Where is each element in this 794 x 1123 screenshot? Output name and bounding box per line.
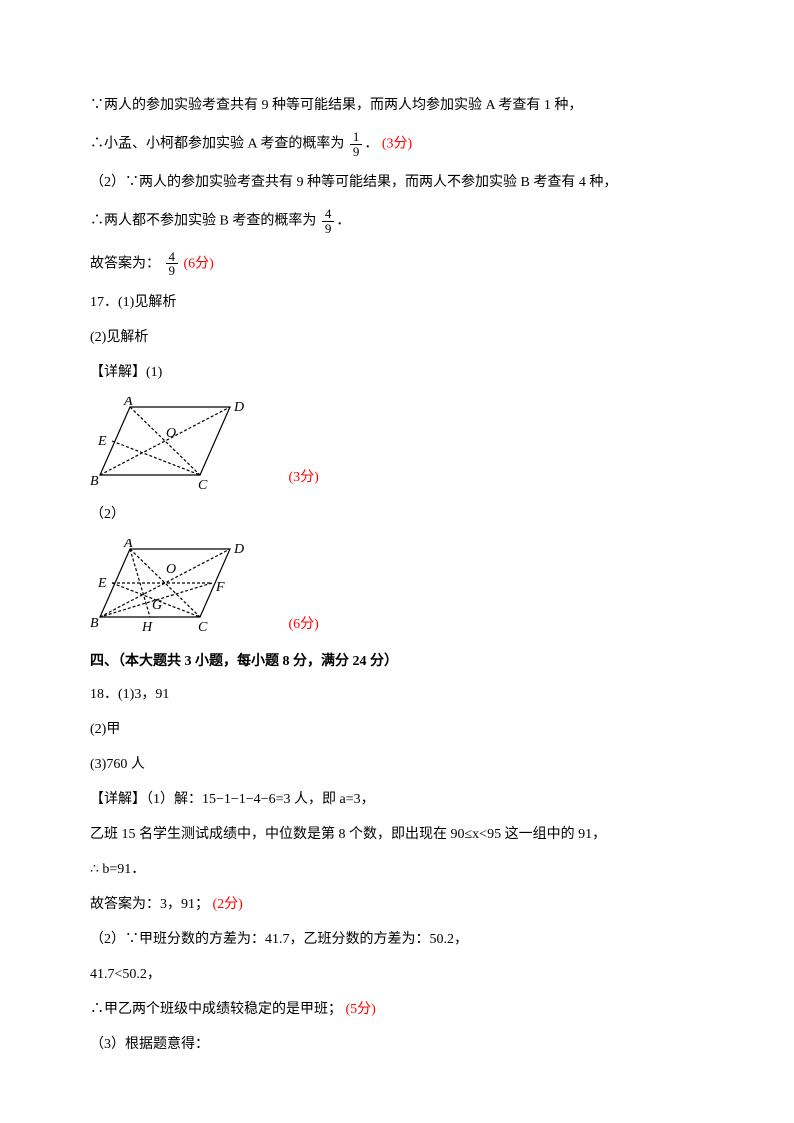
text-line: (3)760 人: [90, 754, 704, 775]
svg-text:A: A: [123, 539, 133, 551]
text: ．: [336, 214, 350, 229]
geometry-diagram-2: A D E O F G B H C (6分): [90, 539, 704, 639]
text-line: 【详解】（1）解：15−1−1−4−6=3 人，即 a=3，: [90, 789, 704, 810]
section-heading: 四、（本大题共 3 小题，每小题 8 分，满分 24 分）: [90, 651, 704, 672]
diagram-svg: A D E O B C: [90, 397, 255, 492]
diagram-svg: A D E O F G B H C: [90, 539, 255, 639]
svg-text:E: E: [97, 434, 107, 449]
score-mark: (3分): [289, 470, 319, 485]
svg-text:E: E: [97, 576, 107, 591]
text-line: 故答案为：3，91； (2分): [90, 894, 704, 915]
score-mark: (3分): [382, 136, 412, 151]
text-line: ∴两人都不参加实验 B 考查的概率为 4 9 ．: [90, 207, 704, 235]
svg-text:A: A: [123, 397, 133, 409]
text-line: 故答案为： 4 9 (6分): [90, 250, 704, 278]
numerator: 4: [322, 207, 335, 222]
numerator: 4: [166, 250, 179, 265]
text-line: （2）: [90, 504, 704, 525]
text: 故答案为：3，91；: [90, 897, 209, 912]
text: ∴小孟、小柯都参加实验 A 考查的概率为: [90, 136, 344, 151]
svg-text:O: O: [166, 426, 176, 441]
text: ∴甲乙两个班级中成绩较稳定的是甲班；: [90, 1002, 342, 1017]
svg-text:C: C: [198, 620, 208, 635]
svg-text:D: D: [233, 400, 244, 415]
text-line: ∴甲乙两个班级中成绩较稳定的是甲班； (5分): [90, 999, 704, 1020]
text-line: （2）∵两人的参加实验考查共有 9 种等可能结果，而两人不参加实验 B 考查有 …: [90, 172, 704, 193]
fraction: 1 9: [350, 130, 363, 158]
svg-text:D: D: [233, 542, 244, 557]
svg-text:C: C: [198, 478, 208, 492]
denominator: 9: [166, 264, 179, 278]
fraction: 4 9: [166, 250, 179, 278]
text-line: ∵两人的参加实验考查共有 9 种等可能结果，而两人均参加实验 A 考查有 1 种…: [90, 95, 704, 116]
svg-text:O: O: [166, 562, 176, 577]
score-mark: (6分): [184, 256, 214, 271]
svg-text:B: B: [90, 474, 99, 489]
text-line: 【详解】(1): [90, 362, 704, 383]
denominator: 9: [322, 222, 335, 236]
geometry-diagram-1: A D E O B C (3分): [90, 397, 704, 492]
text-line: ∴小孟、小柯都参加实验 A 考查的概率为 1 9 ． (3分): [90, 130, 704, 158]
text-line: (2)甲: [90, 719, 704, 740]
text-line: （3）根据题意得：: [90, 1034, 704, 1055]
text-line: 17．(1)见解析: [90, 292, 704, 313]
denominator: 9: [350, 145, 363, 159]
text-line: (2)见解析: [90, 327, 704, 348]
text: ．: [364, 136, 378, 151]
text-line: 18．(1)3，91: [90, 684, 704, 705]
text-line: ∴ b=91．: [90, 859, 704, 880]
score-mark: (2分): [213, 897, 243, 912]
svg-text:B: B: [90, 616, 99, 631]
text: ∴两人都不参加实验 B 考查的概率为: [90, 214, 316, 229]
text-line: （2）∵甲班分数的方差为：41.7，乙班分数的方差为：50.2，: [90, 929, 704, 950]
text-line: 41.7<50.2，: [90, 964, 704, 985]
svg-text:G: G: [152, 598, 162, 613]
score-mark: (5分): [346, 1002, 376, 1017]
svg-text:F: F: [215, 580, 225, 595]
fraction: 4 9: [322, 207, 335, 235]
numerator: 1: [350, 130, 363, 145]
svg-text:H: H: [141, 620, 153, 635]
text: 故答案为：: [90, 256, 160, 271]
score-mark: (6分): [289, 617, 319, 632]
text-line: 乙班 15 名学生测试成绩中，中位数是第 8 个数，即出现在 90≤x<95 这…: [90, 824, 704, 845]
